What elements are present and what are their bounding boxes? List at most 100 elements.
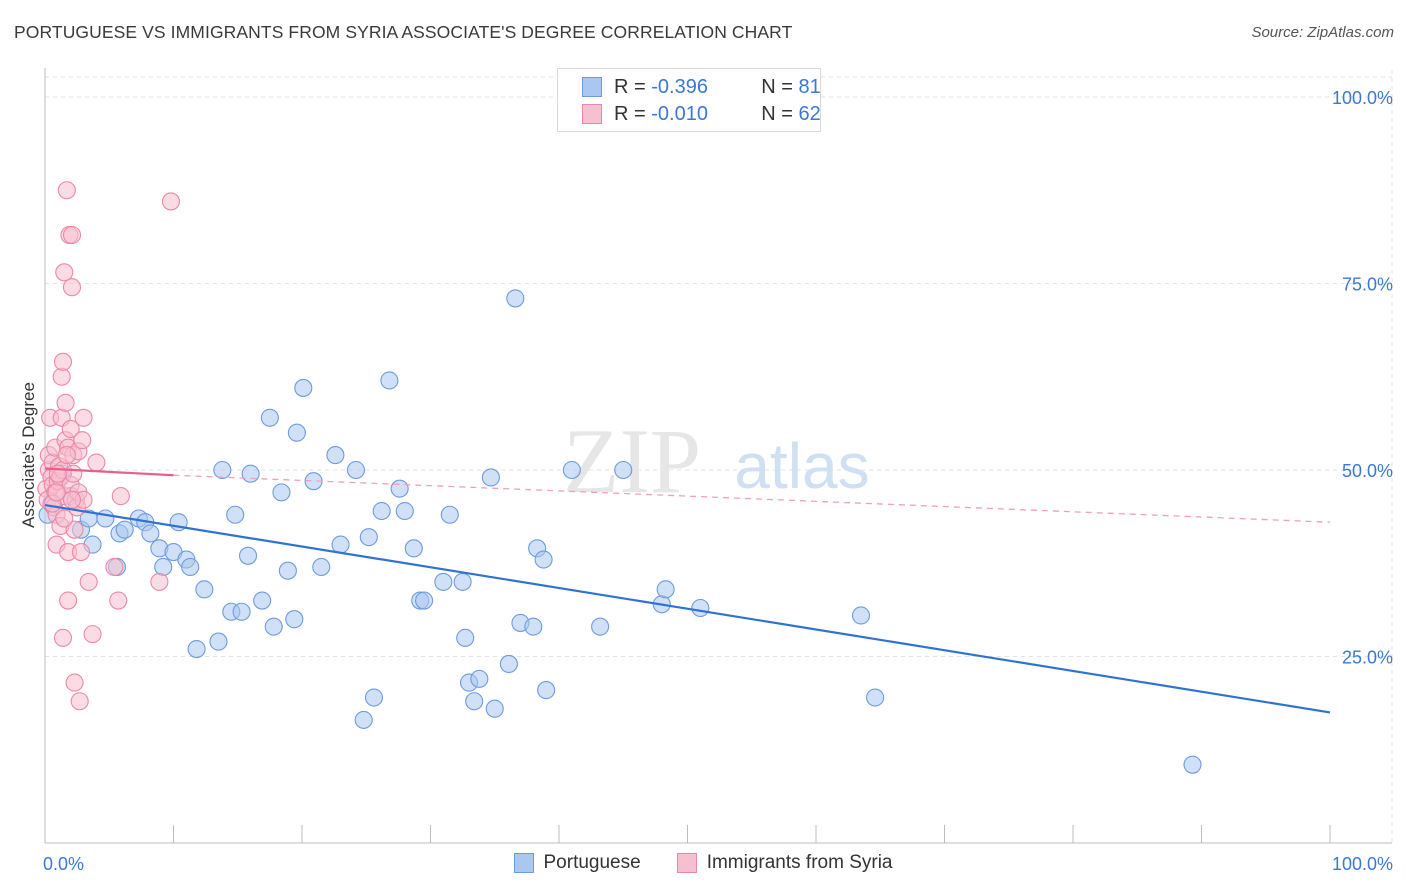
legend-n-value: 62 [798,102,821,125]
legend-swatch-syria [582,104,602,124]
portuguese-point [213,460,232,480]
syria-point [111,487,130,506]
syria-point [55,263,74,282]
y-axis-label: Associate's Degree [19,382,38,528]
syria-point [59,591,78,610]
legend-item-portuguese[interactable]: Portuguese [513,852,641,874]
portuguese-point [372,501,391,521]
portuguese-point [591,617,610,636]
data-points [37,181,1202,774]
syria-point [71,543,91,562]
legend-r-value: -0.396 [651,75,708,98]
portuguese-point [354,710,373,729]
legend-swatch-portuguese [582,77,602,97]
syria-point [73,431,92,450]
portuguese-point [453,572,472,591]
portuguese-point [260,408,279,427]
syria-point [105,557,124,577]
portuguese-point [524,617,543,636]
syria-point [52,367,71,386]
portuguese-point [380,371,399,390]
legend-label-syria: Immigrants from Syria [706,852,893,873]
portuguese-point [656,580,675,599]
legend-row-syria: R = -0.010 N = 62 [558,101,821,127]
portuguese-point [241,464,260,483]
portuguese-point [331,535,350,554]
portuguese-point [1183,755,1202,774]
legend-n-value: 81 [798,75,821,98]
portuguese-point [562,460,581,480]
portuguese-point [195,580,214,599]
portuguese-point [534,550,553,569]
syria-point [53,628,73,647]
legend-row-portuguese: R = -0.396 N = 81 [558,74,821,100]
portuguese-point [115,520,134,539]
portuguese-point [404,539,423,558]
portuguese-point [326,446,345,465]
portuguese-point [851,606,871,625]
portuguese-point [226,505,245,524]
syria-point [65,673,84,692]
y-tick-label: 100.0% [1332,88,1393,108]
syria-point [70,692,89,711]
syria-point [57,181,76,200]
portuguese-point [294,378,313,397]
syria-point [62,278,82,297]
portuguese-point [181,557,200,577]
y-tick-label: 75.0% [1342,275,1393,295]
syria-trend-line [44,467,174,477]
chart-title: PORTUGUESE VS IMMIGRANTS FROM SYRIA ASSO… [14,22,793,42]
portuguese-point [395,501,414,521]
stats-legend: R = -0.396 N = 81 R = -0.010 N = 62 [557,68,821,132]
portuguese-point [141,524,160,543]
legend-swatch-portuguese [513,853,534,873]
trend-lines [44,467,1331,714]
legend-r-label: R = [614,75,652,98]
syria-point [57,446,76,465]
portuguese-point [285,610,304,629]
portuguese-point [232,602,251,621]
syria-point [55,509,74,528]
tick-labels: 25.0% 50.0% 75.0% 100.0% 0.0% 100.0% [43,88,1393,874]
legend-n-label: N = [761,102,799,125]
portuguese-point [238,546,258,565]
legend-item-syria[interactable]: Immigrants from Syria [676,852,893,874]
portuguese-point [96,509,115,528]
portuguese-point [312,557,331,577]
legend-r-value: -0.010 [651,102,708,125]
portuguese-point [364,688,384,707]
portuguese-point [456,628,475,647]
portuguese-point [465,692,484,711]
portuguese-point [390,479,409,498]
syria-point [65,520,84,539]
portuguese-point [359,528,378,547]
legend-label-portuguese: Portuguese [543,852,641,873]
portuguese-point [346,460,366,480]
portuguese-point [278,561,297,580]
portuguese-point [485,699,504,718]
grid-lines [45,70,1393,843]
watermark: ZIP atlas [563,410,870,512]
y-tick-label: 25.0% [1342,648,1393,668]
watermark-zip: ZIP [563,410,701,512]
portuguese-point [537,681,556,700]
syria-point [150,572,169,591]
syria-point [74,408,93,427]
syria-point [161,192,180,211]
source-label: Source: ZipAtlas.com [1251,24,1394,41]
syria-point [47,483,66,502]
x-tick-label: 100.0% [1332,854,1393,874]
syria-point [83,625,102,644]
syria-point [79,572,98,591]
portuguese-point [154,557,173,577]
portuguese-point [614,460,633,480]
portuguese-point [866,688,885,707]
portuguese-point [272,483,291,502]
x-tick-label: 0.0% [43,854,84,874]
syria-trend-extension [173,474,1331,523]
portuguese-trend-line [44,503,1331,714]
axes [44,68,1392,844]
portuguese-point [287,423,306,442]
portuguese-point [481,468,500,487]
legend-n-label: N = [761,75,799,98]
